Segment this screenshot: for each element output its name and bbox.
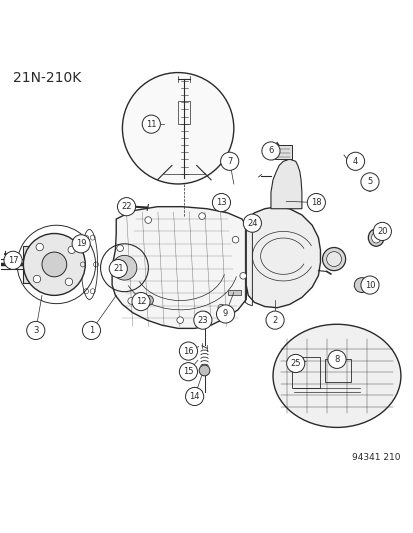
Text: 22: 22 xyxy=(121,202,131,211)
Circle shape xyxy=(198,213,205,220)
Bar xyxy=(178,101,190,124)
Circle shape xyxy=(176,317,183,324)
Circle shape xyxy=(243,214,261,232)
Ellipse shape xyxy=(371,232,380,243)
Text: 14: 14 xyxy=(189,392,199,401)
Text: 16: 16 xyxy=(183,346,193,356)
Text: 10: 10 xyxy=(364,280,374,289)
Circle shape xyxy=(179,342,197,360)
Circle shape xyxy=(286,354,304,373)
Circle shape xyxy=(322,247,345,271)
Circle shape xyxy=(185,387,203,406)
Circle shape xyxy=(346,152,364,171)
Circle shape xyxy=(36,244,43,251)
Circle shape xyxy=(112,255,137,280)
Polygon shape xyxy=(270,159,301,209)
Circle shape xyxy=(72,235,90,253)
Circle shape xyxy=(216,305,234,323)
Bar xyxy=(324,359,351,382)
Circle shape xyxy=(142,115,160,133)
Circle shape xyxy=(68,246,75,254)
Circle shape xyxy=(128,297,134,304)
Circle shape xyxy=(218,304,224,311)
Text: 13: 13 xyxy=(216,198,226,207)
Circle shape xyxy=(179,362,197,381)
Circle shape xyxy=(232,236,238,243)
Circle shape xyxy=(132,293,150,311)
Circle shape xyxy=(360,276,378,294)
Circle shape xyxy=(261,142,279,160)
Polygon shape xyxy=(112,207,248,328)
Text: 21: 21 xyxy=(113,264,123,273)
Circle shape xyxy=(327,350,345,368)
Circle shape xyxy=(122,72,233,184)
Text: 3: 3 xyxy=(33,326,38,335)
Text: 9: 9 xyxy=(223,310,228,318)
Circle shape xyxy=(26,321,45,340)
Text: 8: 8 xyxy=(333,355,339,364)
Text: 24: 24 xyxy=(247,219,257,228)
Bar xyxy=(274,145,291,159)
Circle shape xyxy=(42,252,66,277)
Text: 19: 19 xyxy=(76,239,86,248)
Circle shape xyxy=(117,198,135,216)
Text: 94341 210: 94341 210 xyxy=(351,454,400,463)
Polygon shape xyxy=(246,207,320,308)
Ellipse shape xyxy=(368,229,383,246)
Circle shape xyxy=(266,311,283,329)
Text: 17: 17 xyxy=(8,256,18,265)
Circle shape xyxy=(4,251,22,269)
Circle shape xyxy=(143,295,153,305)
Bar xyxy=(291,357,320,388)
Circle shape xyxy=(116,245,123,252)
Text: 4: 4 xyxy=(352,157,357,166)
Text: 2: 2 xyxy=(272,316,277,325)
Text: 18: 18 xyxy=(310,198,321,207)
Circle shape xyxy=(220,152,238,171)
Text: 15: 15 xyxy=(183,367,193,376)
Text: 12: 12 xyxy=(135,297,146,306)
Circle shape xyxy=(65,278,72,286)
Circle shape xyxy=(212,193,230,212)
Circle shape xyxy=(193,311,211,329)
Text: 6: 6 xyxy=(268,147,273,156)
Bar xyxy=(228,290,240,295)
Circle shape xyxy=(306,193,325,212)
Text: 25: 25 xyxy=(290,359,300,368)
Text: 23: 23 xyxy=(197,316,208,325)
Text: 21N-210K: 21N-210K xyxy=(13,70,81,85)
Circle shape xyxy=(145,217,151,223)
Circle shape xyxy=(360,173,378,191)
Circle shape xyxy=(23,233,85,295)
Text: 1: 1 xyxy=(89,326,94,335)
Ellipse shape xyxy=(272,324,400,427)
Circle shape xyxy=(82,321,100,340)
Text: 20: 20 xyxy=(376,227,387,236)
Circle shape xyxy=(326,252,341,266)
Text: 5: 5 xyxy=(366,177,372,187)
Text: 11: 11 xyxy=(146,119,156,128)
Circle shape xyxy=(33,276,40,282)
Circle shape xyxy=(109,260,127,278)
Text: 7: 7 xyxy=(226,157,232,166)
Circle shape xyxy=(239,272,246,279)
Circle shape xyxy=(199,311,209,322)
Circle shape xyxy=(373,222,391,240)
Circle shape xyxy=(199,365,209,376)
Circle shape xyxy=(354,278,368,293)
Bar xyxy=(23,246,42,283)
